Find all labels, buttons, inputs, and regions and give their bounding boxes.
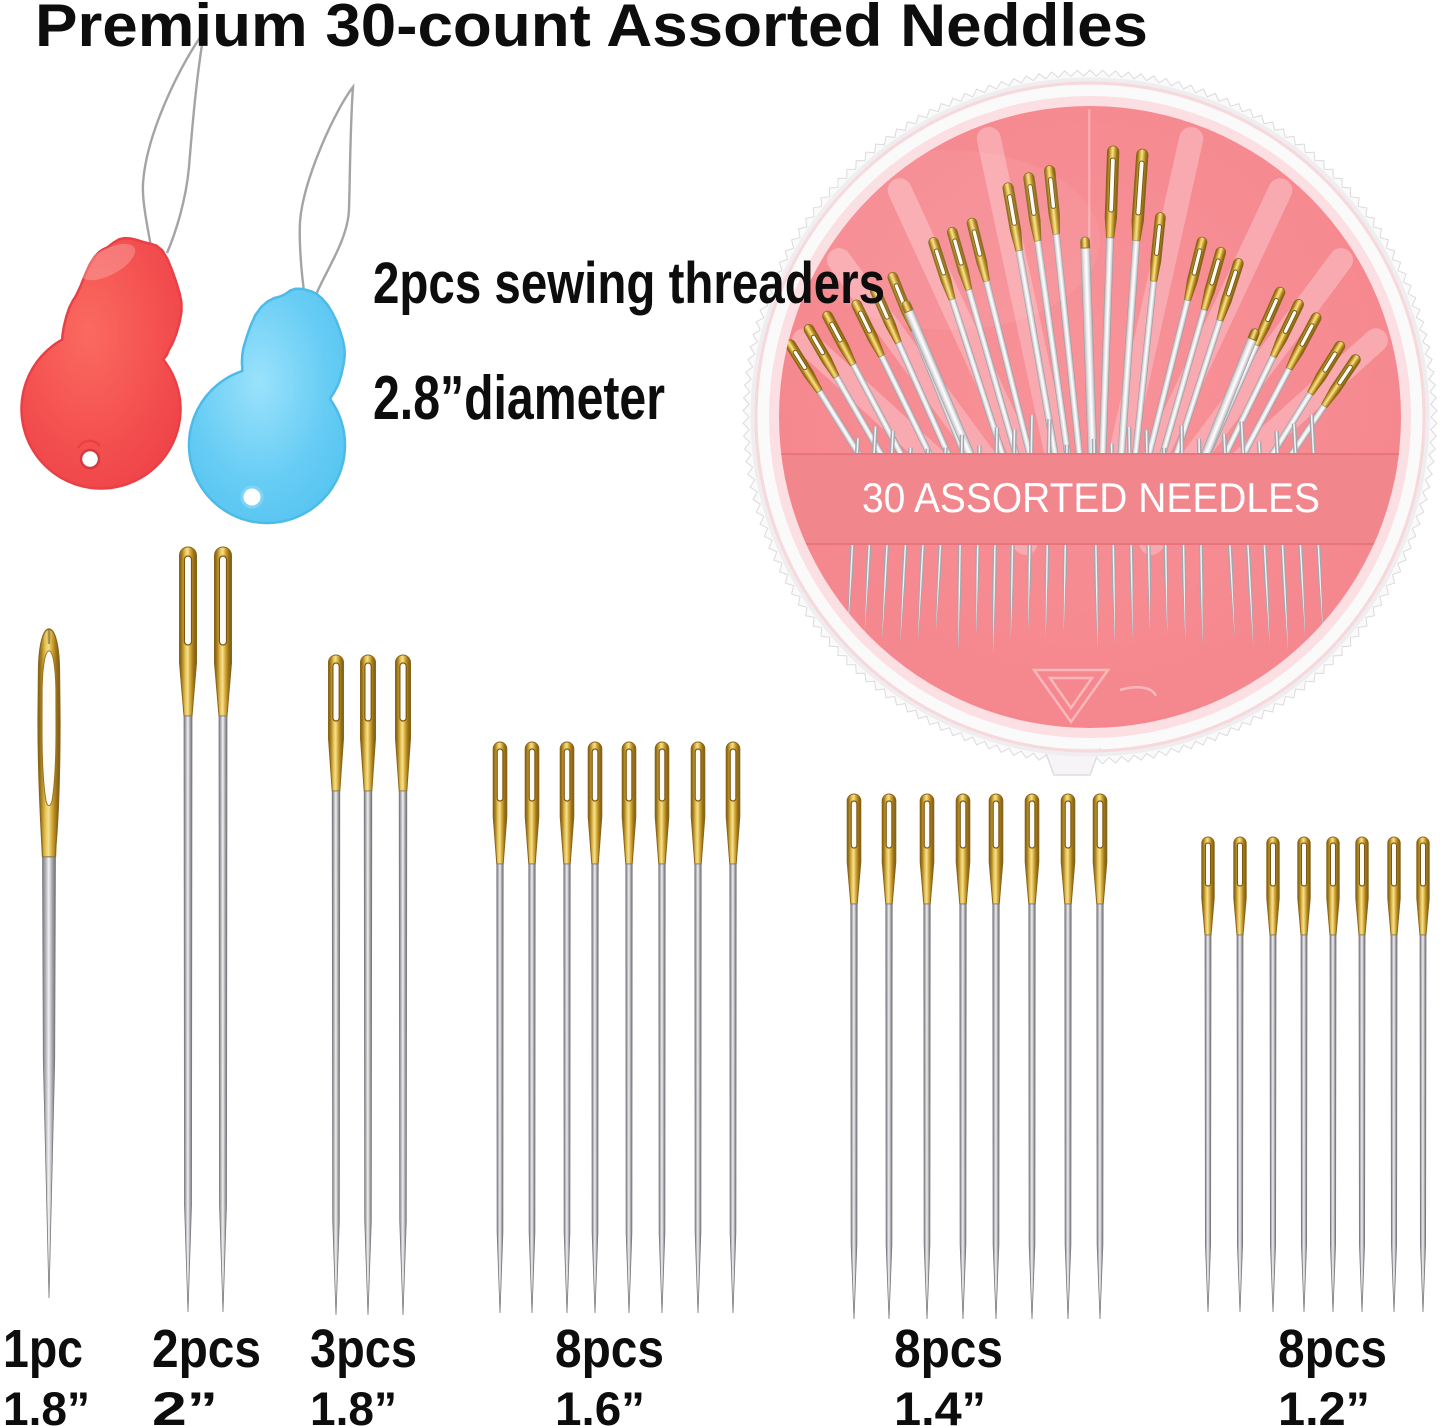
svg-text:1.6”: 1.6” [555,1382,645,1426]
svg-text:1.2”: 1.2” [1278,1382,1370,1426]
svg-text:2pcs sewing threaders: 2pcs sewing threaders [373,251,885,316]
svg-text:3pcs: 3pcs [310,1319,417,1379]
svg-text:2pcs: 2pcs [152,1319,261,1379]
svg-text:30 ASSORTED NEEDLES: 30 ASSORTED NEEDLES [862,474,1320,521]
svg-text:1.8”: 1.8” [310,1382,397,1426]
svg-text:8pcs: 8pcs [555,1319,664,1379]
svg-text:1.8”: 1.8” [3,1382,90,1426]
svg-text:2.8”diameter: 2.8”diameter [373,364,665,433]
svg-text:Premium 30-count Assorted Nedd: Premium 30-count Assorted Neddles [35,0,1148,59]
svg-text:1.4”: 1.4” [894,1382,986,1426]
svg-text:8pcs: 8pcs [1278,1319,1387,1379]
svg-text:1pc: 1pc [3,1319,83,1379]
svg-text:2”: 2” [152,1382,218,1426]
svg-text:8pcs: 8pcs [894,1319,1003,1379]
